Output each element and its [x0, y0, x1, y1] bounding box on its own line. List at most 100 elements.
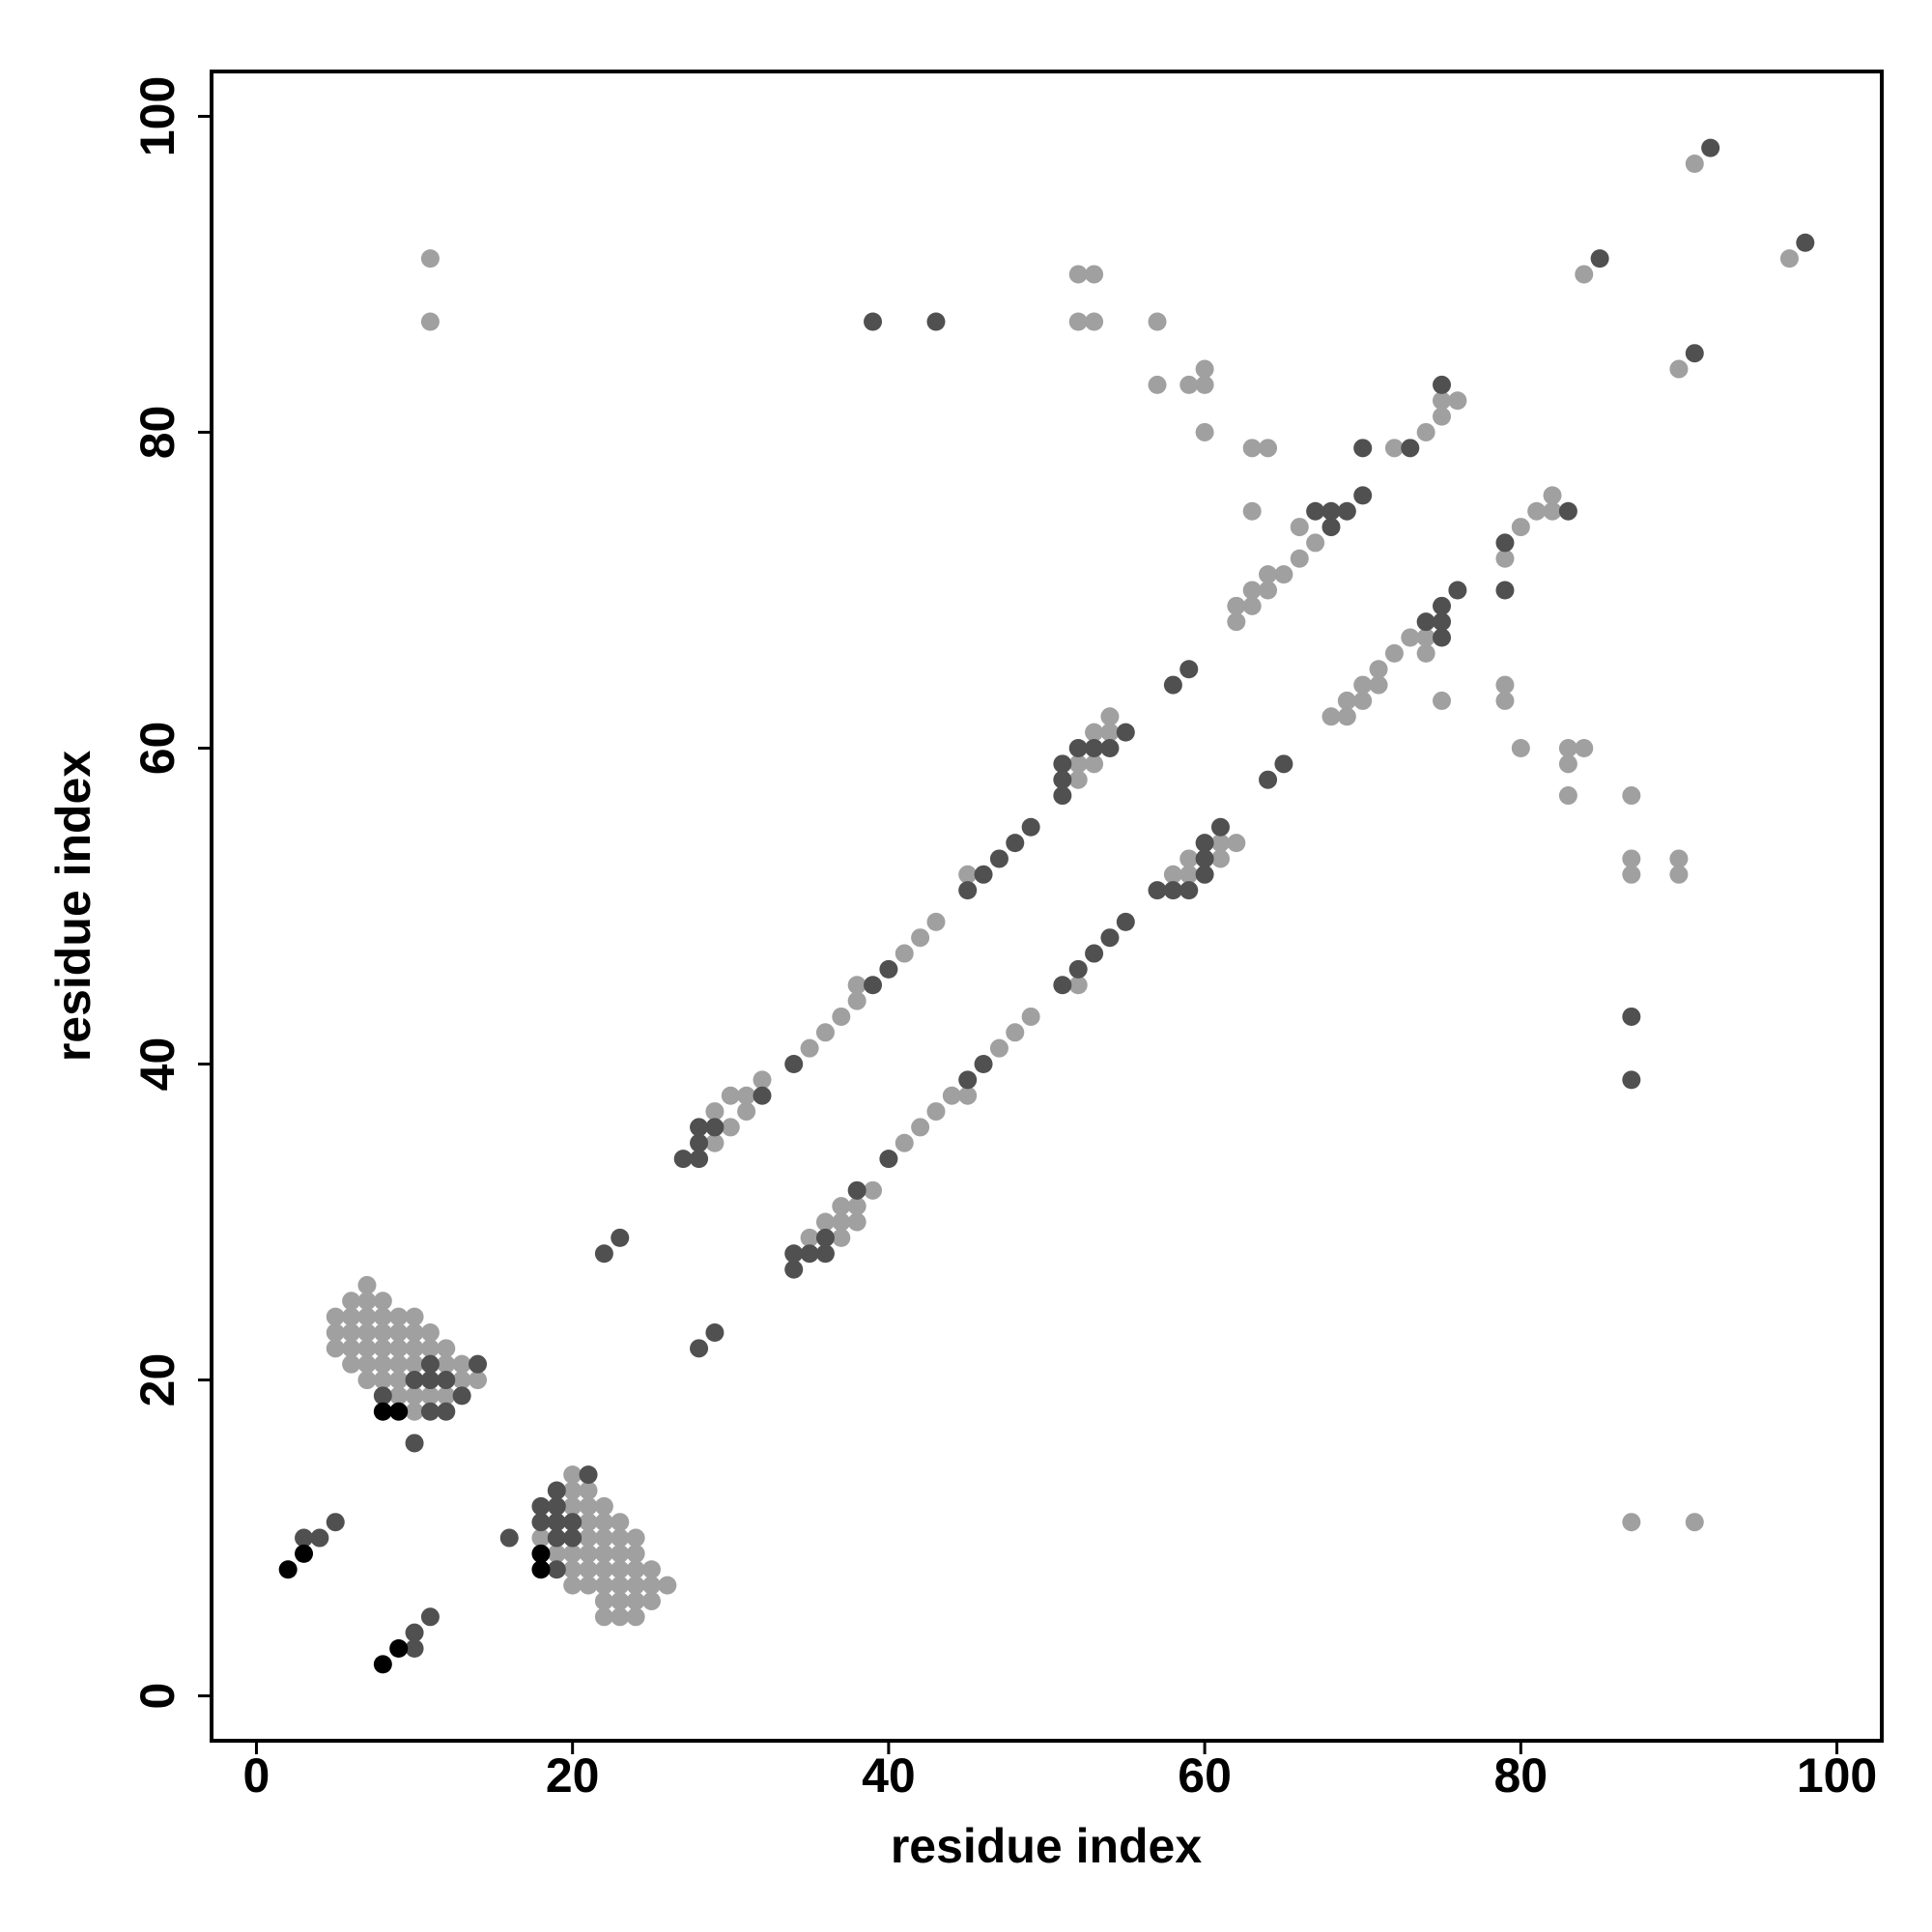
- point: [420, 249, 440, 269]
- point: [832, 1212, 851, 1232]
- point: [1006, 834, 1025, 853]
- point: [357, 1292, 377, 1311]
- point: [974, 1055, 993, 1074]
- point: [626, 1607, 645, 1627]
- point: [864, 312, 883, 331]
- point: [420, 1339, 440, 1358]
- point: [641, 1591, 661, 1610]
- point: [1321, 501, 1341, 521]
- point: [815, 1023, 835, 1042]
- point: [611, 1607, 630, 1627]
- point: [389, 1639, 409, 1659]
- point: [1068, 959, 1088, 979]
- point: [1085, 312, 1104, 331]
- point: [1384, 439, 1404, 458]
- point: [373, 1402, 392, 1421]
- y-tick-label: 0: [130, 1683, 185, 1710]
- x-tick-label: 40: [862, 1748, 916, 1803]
- point: [911, 928, 930, 948]
- point: [1558, 786, 1577, 806]
- point: [1179, 660, 1199, 679]
- point: [389, 1339, 409, 1358]
- point: [405, 1386, 424, 1406]
- point: [1401, 439, 1420, 458]
- point: [1353, 691, 1373, 710]
- point: [1337, 691, 1356, 710]
- point: [847, 1180, 867, 1200]
- point: [1495, 581, 1515, 600]
- point: [547, 1496, 566, 1516]
- point: [1085, 754, 1104, 774]
- x-tick-label: 100: [1797, 1748, 1877, 1803]
- point: [641, 1560, 661, 1579]
- point: [1100, 707, 1120, 726]
- point: [1353, 486, 1373, 505]
- point: [1416, 628, 1435, 647]
- point: [1669, 359, 1689, 379]
- plot-frame: [210, 70, 1884, 1743]
- point: [1384, 643, 1404, 663]
- point: [1068, 976, 1088, 995]
- point: [1622, 1513, 1641, 1532]
- point: [594, 1591, 613, 1610]
- point: [342, 1322, 361, 1342]
- point: [1685, 344, 1704, 363]
- point: [958, 1070, 978, 1090]
- point: [594, 1607, 613, 1627]
- point: [594, 1560, 613, 1579]
- point: [784, 1260, 804, 1279]
- point: [373, 1292, 392, 1311]
- point: [832, 1197, 851, 1216]
- point: [1511, 518, 1530, 537]
- point: [405, 1371, 424, 1390]
- x-tick-label: 80: [1494, 1748, 1548, 1803]
- point: [911, 1118, 930, 1137]
- point: [1100, 928, 1120, 948]
- point: [1290, 549, 1309, 568]
- point: [1179, 865, 1199, 884]
- point: [1195, 375, 1214, 394]
- point: [673, 1150, 693, 1169]
- point: [452, 1354, 471, 1374]
- point: [1179, 375, 1199, 394]
- point: [437, 1402, 456, 1421]
- point: [958, 881, 978, 900]
- point: [579, 1496, 598, 1516]
- point: [389, 1386, 409, 1406]
- point: [278, 1560, 298, 1579]
- point: [974, 865, 993, 884]
- point: [1416, 643, 1435, 663]
- point: [690, 1133, 709, 1152]
- point: [1495, 675, 1515, 695]
- point: [579, 1481, 598, 1500]
- point: [499, 1528, 519, 1548]
- point: [1433, 691, 1452, 710]
- point: [1274, 565, 1293, 584]
- point: [1433, 612, 1452, 632]
- point: [705, 1118, 724, 1137]
- y-tick-label: 60: [130, 722, 185, 776]
- point: [1259, 439, 1278, 458]
- point: [594, 1513, 613, 1532]
- point: [1701, 138, 1720, 157]
- point: [579, 1513, 598, 1532]
- point: [405, 1402, 424, 1421]
- point: [784, 1055, 804, 1074]
- point: [405, 1354, 424, 1374]
- point: [1116, 723, 1135, 742]
- point: [1495, 549, 1515, 568]
- point: [295, 1528, 314, 1548]
- y-tick-label: 40: [130, 1037, 185, 1092]
- point: [690, 1118, 709, 1137]
- point: [1669, 865, 1689, 884]
- point: [1068, 738, 1088, 757]
- point: [847, 1197, 867, 1216]
- point: [1195, 865, 1214, 884]
- point: [452, 1371, 471, 1390]
- point: [800, 1038, 819, 1058]
- point: [641, 1576, 661, 1595]
- point: [1321, 707, 1341, 726]
- point: [1053, 754, 1072, 774]
- point: [594, 1496, 613, 1516]
- point: [420, 1402, 440, 1421]
